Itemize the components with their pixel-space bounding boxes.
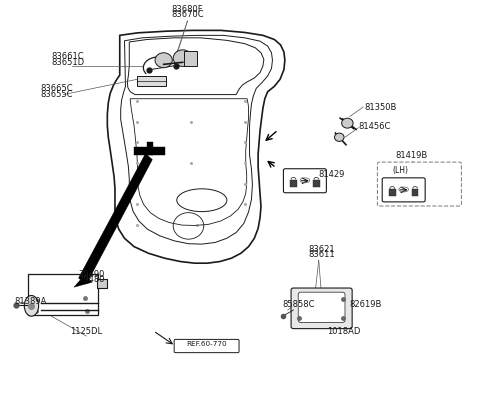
Bar — [389, 188, 396, 196]
Bar — [184, 51, 197, 66]
Bar — [290, 179, 297, 187]
Text: 81419B: 81419B — [396, 151, 428, 160]
Text: 83611: 83611 — [309, 250, 336, 259]
Polygon shape — [127, 38, 264, 95]
Bar — [28, 274, 98, 315]
Circle shape — [155, 53, 172, 68]
Text: 83665C: 83665C — [40, 84, 73, 93]
Text: 83661C: 83661C — [51, 53, 84, 61]
Text: 1018AD: 1018AD — [327, 327, 361, 336]
FancyBboxPatch shape — [174, 339, 239, 353]
Ellipse shape — [24, 296, 38, 316]
Text: 83655C: 83655C — [40, 90, 73, 99]
Text: 85858C: 85858C — [282, 300, 314, 309]
Circle shape — [173, 50, 192, 66]
Text: 79480: 79480 — [78, 275, 104, 284]
Ellipse shape — [177, 189, 227, 211]
Circle shape — [342, 118, 353, 128]
Bar — [97, 279, 108, 289]
Text: 83651D: 83651D — [51, 58, 84, 67]
Text: (LH): (LH) — [393, 166, 408, 175]
Text: 79490: 79490 — [78, 270, 104, 279]
Text: 81429: 81429 — [319, 170, 345, 179]
FancyBboxPatch shape — [298, 292, 345, 322]
Polygon shape — [134, 147, 165, 156]
Polygon shape — [130, 99, 249, 226]
Polygon shape — [108, 30, 285, 263]
Bar — [412, 188, 419, 196]
Bar — [137, 76, 166, 86]
Text: 83621: 83621 — [309, 245, 336, 254]
Text: 83680F: 83680F — [172, 5, 204, 14]
Polygon shape — [147, 142, 153, 156]
FancyBboxPatch shape — [377, 162, 461, 206]
Polygon shape — [74, 275, 92, 287]
FancyBboxPatch shape — [382, 178, 425, 202]
Text: 81389A: 81389A — [15, 297, 47, 306]
Text: 81350B: 81350B — [364, 103, 396, 111]
Polygon shape — [120, 35, 273, 244]
Text: REF.60-770: REF.60-770 — [186, 342, 227, 347]
FancyBboxPatch shape — [291, 288, 352, 329]
Text: 1125DL: 1125DL — [70, 327, 102, 336]
Text: 82619B: 82619B — [350, 300, 382, 309]
FancyBboxPatch shape — [283, 169, 326, 193]
Text: c  c: c c — [196, 224, 205, 229]
Text: 81456C: 81456C — [359, 122, 391, 131]
Bar — [313, 179, 320, 187]
Circle shape — [335, 133, 344, 141]
Polygon shape — [79, 154, 152, 284]
Text: 83670C: 83670C — [171, 10, 204, 19]
